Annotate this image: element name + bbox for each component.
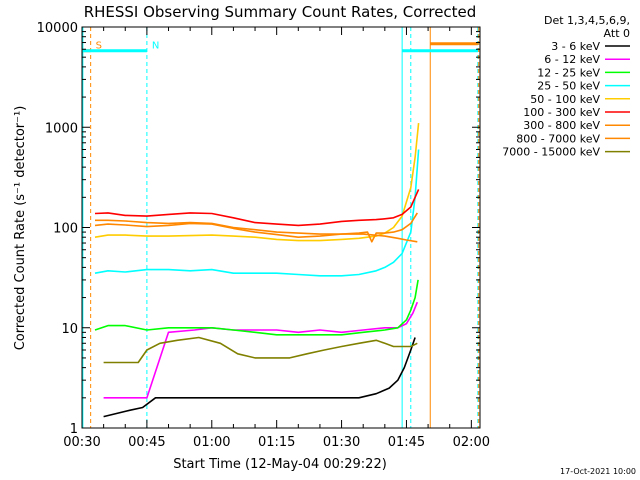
legend-header: Det 1,3,4,5,6,9,Att 0 bbox=[544, 14, 630, 40]
legend-label-8: 7000 - 15000 keV bbox=[502, 146, 600, 159]
plot-frame bbox=[81, 26, 481, 429]
x-axis-label: Start Time (12-May-04 00:29:22) bbox=[173, 457, 387, 472]
legend-label-3: 25 - 50 keV bbox=[537, 80, 600, 93]
series-line-8 bbox=[103, 336, 418, 364]
series-line-0 bbox=[103, 337, 416, 418]
x-tick-label-0: 00:30 bbox=[63, 435, 100, 450]
x-tick-label-4: 01:30 bbox=[323, 435, 360, 450]
y-tick-label-1: 10 bbox=[61, 322, 78, 337]
legend-label-7: 800 - 7000 keV bbox=[516, 132, 600, 145]
chart-title: RHESSI Observing Summary Count Rates, Co… bbox=[84, 3, 477, 21]
x-tick-label-1: 00:45 bbox=[128, 435, 165, 450]
series-line-6 bbox=[94, 212, 418, 243]
legend-label-4: 50 - 100 keV bbox=[530, 93, 600, 106]
legend-header-line-1: Att 0 bbox=[604, 27, 630, 40]
series-line-1 bbox=[103, 301, 419, 399]
y-tick-label-0: 1 bbox=[70, 422, 78, 437]
y-tick-label-2: 100 bbox=[53, 222, 78, 237]
legend-label-6: 300 - 800 keV bbox=[523, 119, 600, 132]
legend-label-0: 3 - 6 keV bbox=[551, 40, 600, 53]
y-axis-label: Corrected Count Rate (s⁻¹ detector⁻¹) bbox=[13, 106, 28, 351]
legend-label-1: 6 - 12 keV bbox=[544, 53, 600, 66]
flag-label-0: S bbox=[96, 41, 102, 52]
y-tick-label-4: 10000 bbox=[37, 21, 78, 36]
series-line-7 bbox=[95, 219, 418, 243]
series-line-5 bbox=[94, 189, 420, 227]
x-tick-label-2: 01:00 bbox=[193, 435, 230, 450]
legend-label-5: 100 - 300 keV bbox=[523, 106, 600, 119]
series-line-4 bbox=[94, 123, 420, 242]
y-tick-label-3: 1000 bbox=[45, 121, 78, 136]
axes: 00:30 00:45 01:00 01:15 01:30 01:45 02:00 1 10 10… bbox=[37, 21, 490, 450]
series-line-2 bbox=[94, 279, 419, 336]
x-tick-label-6: 02:00 bbox=[453, 435, 490, 450]
x-tick-label-5: 01:45 bbox=[388, 435, 425, 450]
footer-timestamp: 17-Oct-2021 10:00 bbox=[560, 467, 636, 476]
x-tick-label-3: 01:15 bbox=[258, 435, 295, 450]
flag-label-1: N bbox=[152, 41, 159, 52]
legend-label-2: 12 - 25 keV bbox=[537, 66, 600, 79]
legend-header-line-0: Det 1,3,4,5,6,9, bbox=[544, 14, 630, 27]
series-line-3 bbox=[94, 149, 420, 277]
